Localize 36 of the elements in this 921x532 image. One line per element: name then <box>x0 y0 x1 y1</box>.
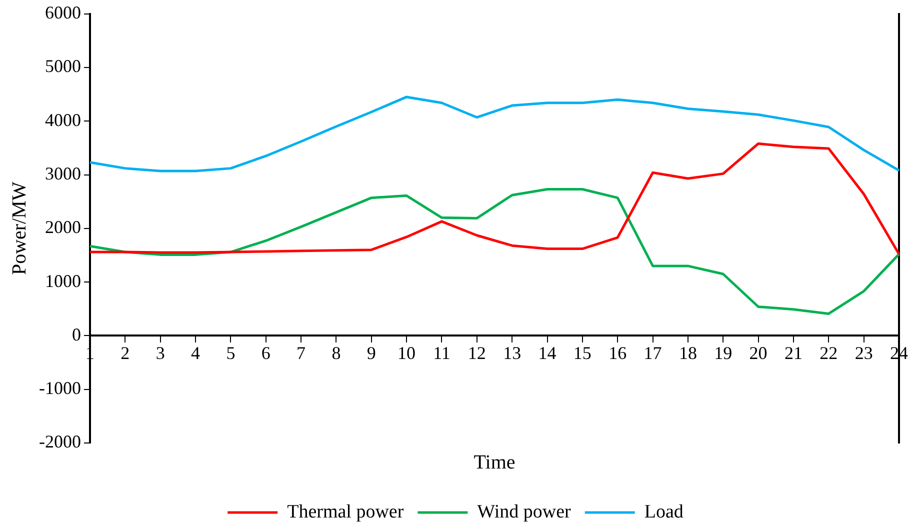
legend-label: Thermal power <box>287 501 404 522</box>
y-tick-label: 0 <box>72 324 81 344</box>
x-tick-label: 11 <box>433 343 450 364</box>
x-tick-label: 17 <box>644 343 662 364</box>
y-tick-label: 1000 <box>44 270 81 291</box>
x-tick-label: 19 <box>714 343 732 364</box>
y-axis-title: Power/MW <box>8 182 30 276</box>
x-tick-label: 10 <box>398 343 416 364</box>
x-tick-label: 3 <box>156 343 165 364</box>
x-tick-label: 15 <box>573 343 592 364</box>
legend-label: Load <box>644 501 684 522</box>
x-tick-label: 22 <box>820 343 838 364</box>
y-tick-label: 3000 <box>44 163 81 184</box>
x-axis-title: Time <box>474 451 516 474</box>
x-tick-label: 12 <box>468 343 486 364</box>
x-tick-label: 20 <box>749 343 768 364</box>
x-tick-label: 13 <box>503 343 522 364</box>
x-tick-label: 23 <box>854 343 873 364</box>
x-tick-label: 14 <box>538 343 556 364</box>
y-tick-label: 4000 <box>44 110 81 130</box>
x-tick-label: 2 <box>120 343 130 364</box>
y-tick-label: 2000 <box>44 217 81 238</box>
x-tick-label: 9 <box>366 343 376 364</box>
x-tick-label: 6 <box>261 343 270 364</box>
x-tick-label: 8 <box>332 343 341 364</box>
y-tick-label: -2000 <box>38 432 81 452</box>
x-tick-label: 7 <box>296 343 306 364</box>
x-tick-label: 5 <box>226 343 236 364</box>
y-tick-label: -1000 <box>38 378 81 398</box>
y-tick-label: 6000 <box>44 2 81 23</box>
legend-label: Wind power <box>477 501 572 522</box>
x-tick-label: 4 <box>191 343 200 364</box>
x-tick-label: 16 <box>608 343 627 364</box>
x-tick-label: 21 <box>784 343 802 364</box>
x-tick-label: 18 <box>678 343 697 364</box>
y-tick-label: 5000 <box>44 56 81 76</box>
